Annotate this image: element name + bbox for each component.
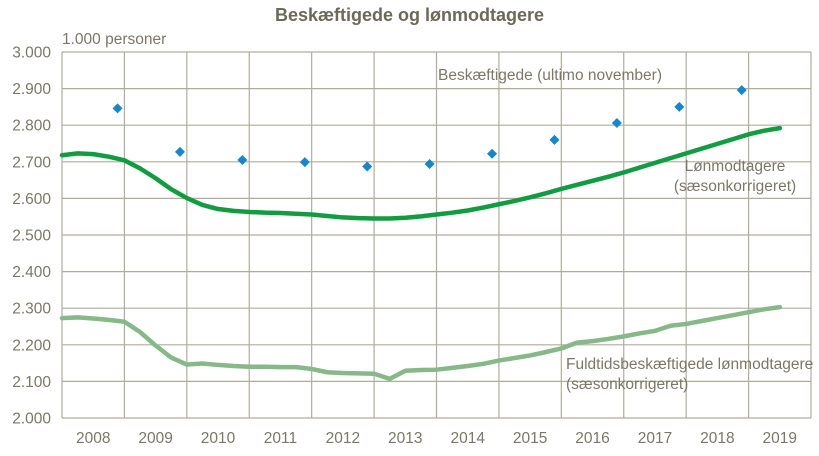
x-tick-label: 2016 — [575, 430, 609, 447]
x-tick-label: 2014 — [450, 430, 485, 447]
y-tick-label: 2.500 — [12, 228, 51, 245]
beskaeftigede-points-diamond-icon — [549, 134, 560, 145]
series-label-fuldtidsbeskaeftigede: Fuldtidsbeskæftigede lønmodtagere (sæson… — [566, 355, 813, 395]
y-tick-label: 2.600 — [12, 191, 51, 208]
beskaeftigede-points-diamond-icon — [174, 146, 185, 157]
y-axis-unit-label: 1.000 personer — [62, 31, 167, 48]
series-label-line: (sæsonkorrigeret) — [673, 178, 797, 195]
beskaeftigede-points-diamond-icon — [299, 157, 310, 168]
y-tick-label: 2.200 — [12, 337, 51, 354]
x-tick-label: 2019 — [763, 430, 797, 447]
series-label-line: Fuldtidsbeskæftigede lønmodtagere — [566, 356, 814, 373]
x-tick-label: 2008 — [76, 430, 110, 447]
series-label-line: (sæsonkorrigeret) — [566, 376, 689, 393]
y-tick-label: 2.100 — [12, 374, 51, 391]
beskaeftigede-points-diamond-icon — [674, 101, 685, 112]
fuldtidsbeskaeftigede-line — [59, 304, 783, 382]
y-tick-label: 2.400 — [12, 264, 51, 281]
x-tick-label: 2010 — [201, 430, 236, 447]
series-label-line: Lønmodtagere — [684, 158, 786, 175]
series-label-beskaeftigede: Beskæftigede (ultimo november) — [438, 67, 662, 84]
x-tick-label: 2012 — [326, 430, 360, 447]
y-tick-label: 2.800 — [12, 118, 51, 135]
beskaeftigede-points-diamond-icon — [362, 161, 373, 172]
y-tick-label: 2.700 — [12, 154, 51, 171]
beskaeftigede-points-diamond-icon — [611, 118, 622, 129]
y-tick-label: 2.300 — [12, 301, 51, 318]
beskaeftigede-points-diamond-icon — [487, 148, 498, 159]
y-tick-label: 2.000 — [12, 411, 51, 428]
x-tick-label: 2017 — [638, 430, 672, 447]
lonmodtagere-line — [59, 125, 783, 221]
x-tick-label: 2011 — [264, 430, 297, 447]
y-tick-label: 3.000 — [12, 45, 51, 62]
beskaeftigede-points-diamond-icon — [112, 103, 123, 114]
series-label-lonmodtagere: Lønmodtagere (sæsonkorrigeret) — [655, 157, 815, 197]
beskaeftigede-points-diamond-icon — [424, 158, 435, 169]
x-tick-label: 2013 — [388, 430, 422, 447]
x-tick-label: 2018 — [700, 430, 734, 447]
y-tick-label: 2.900 — [12, 81, 51, 98]
x-tick-label: 2009 — [138, 430, 172, 447]
beskaeftigede-points-diamond-icon — [237, 154, 248, 165]
beskaeftigede-points-diamond-icon — [736, 85, 747, 96]
x-tick-label: 2015 — [513, 430, 547, 447]
chart-title: Beskæftigede og lønmodtagere — [274, 5, 545, 25]
